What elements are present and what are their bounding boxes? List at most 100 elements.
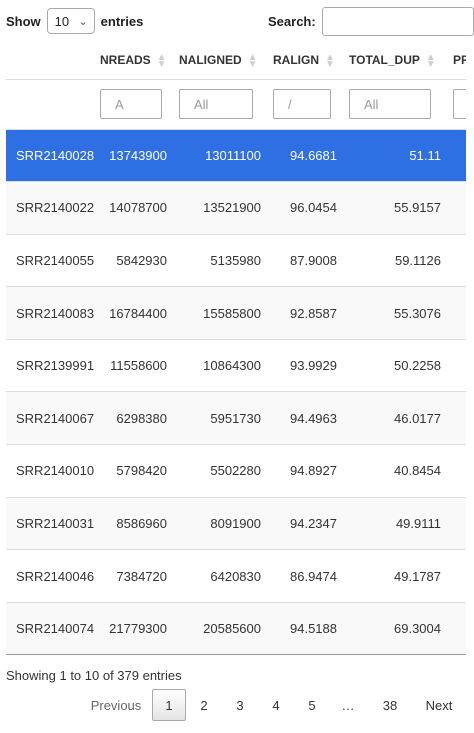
cell-naligned: 13011100	[173, 128, 267, 182]
cell-total-dup: 55.9157	[343, 181, 447, 235]
table-info: Showing 1 to 10 of 379 entries	[6, 668, 182, 683]
data-table: NREADS ▲ ▼ NALIGNED ▲ ▼ RALIGN ▲ ▼ TOTAL_DUP ▲ ▼…	[6, 42, 466, 656]
cell-ralign: 94.2347	[267, 496, 343, 550]
cell-total-dup: 69.3004	[343, 601, 447, 656]
cell-total-dup: 46.0177	[343, 391, 447, 445]
cell-nreads: 14078700	[94, 181, 173, 235]
data-table-container: NREADS ▲ ▼ NALIGNED ▲ ▼ RALIGN ▲ ▼ TOTAL_DUP ▲ ▼…	[6, 42, 466, 658]
sort-both-icon: ▲ ▼	[425, 51, 436, 70]
filter-input-naligned[interactable]: All	[179, 89, 253, 119]
search-input[interactable]	[321, 7, 474, 36]
page-button-5[interactable]: 5	[308, 697, 316, 713]
length-menu: Show 10 ⌄ entries	[6, 8, 143, 34]
cell-naligned: 5502280	[173, 444, 267, 498]
cell-sample: SRR2140046	[6, 549, 94, 603]
pagination: Previous 1 2 3 4 5 … 38 Next	[80, 689, 464, 721]
cell-naligned: 5135980	[173, 233, 267, 287]
filter-input-ralign[interactable]: /	[273, 89, 331, 119]
cell-naligned: 5951730	[173, 391, 267, 445]
search-box: Search:	[268, 7, 474, 36]
cell-ralign: 94.6681	[267, 128, 343, 182]
cell-sample: SRR2140083	[6, 286, 94, 340]
sort-both-icon: ▲ ▼	[156, 51, 167, 70]
page-button-last[interactable]: 38	[382, 697, 398, 713]
table-controls: Show 10 ⌄ entries Search:	[0, 0, 474, 42]
table-row[interactable]: SRR2140022 14078700 13521900 96.0454 55.9157…	[6, 181, 466, 235]
column-header-sample[interactable]	[6, 42, 94, 80]
column-header-total-dup[interactable]: TOTAL_DUP ▲ ▼	[343, 42, 447, 80]
cell-nreads: 5842930	[94, 233, 173, 287]
table-row[interactable]: SRR2140074 21779300 20585600 94.5188 69.3004…	[6, 601, 466, 656]
cell-pr: 0.	[447, 128, 466, 182]
cell-nreads: 21779300	[94, 601, 173, 656]
cell-ralign: 92.8587	[267, 286, 343, 340]
cell-total-dup: 49.9111	[343, 496, 447, 550]
table-row[interactable]: SRR2140083 16784400 15585800 92.8587 55.3076…	[6, 286, 466, 340]
cell-total-dup: 59.1126	[343, 233, 447, 287]
cell-total-dup: 50.2258	[343, 338, 447, 392]
filter-input-total-dup[interactable]: All	[349, 89, 431, 119]
cell-naligned: 8091900	[173, 496, 267, 550]
column-header-ralign[interactable]: RALIGN ▲ ▼	[267, 42, 343, 80]
table-row[interactable]: SRR2139991 11558600 10864300 93.9929 50.2258…	[6, 338, 466, 392]
column-header-naligned[interactable]: NALIGNED ▲ ▼	[173, 42, 267, 80]
cell-pr: 0.	[447, 233, 466, 287]
cell-nreads: 6298380	[94, 391, 173, 445]
length-prefix: Show	[6, 13, 41, 29]
cell-naligned: 10864300	[173, 338, 267, 392]
cell-ralign: 93.9929	[267, 338, 343, 392]
cell-naligned: 6420830	[173, 549, 267, 603]
cell-nreads: 13743900	[94, 128, 173, 182]
filter-input-nreads[interactable]: A	[100, 89, 162, 119]
pagination-ellipsis: …	[341, 697, 355, 713]
cell-ralign: 86.9474	[267, 549, 343, 603]
cell-naligned: 13521900	[173, 181, 267, 235]
cell-ralign: 87.9008	[267, 233, 343, 287]
cell-pr: 0.	[447, 549, 466, 603]
cell-nreads: 5798420	[94, 444, 173, 498]
filter-input-pr[interactable]: A	[453, 89, 466, 119]
cell-sample: SRR2139991	[6, 338, 94, 392]
entries-select[interactable]: 10 ⌄	[46, 8, 95, 34]
cell-sample: SRR2140074	[6, 601, 94, 656]
cell-pr: 0.	[447, 496, 466, 550]
table-body: SRR2140028137439001301110094.668151.110.…	[6, 128, 466, 656]
cell-ralign: 94.4963	[267, 391, 343, 445]
cell-nreads: 11558600	[94, 338, 173, 392]
cell-pr: 0.	[447, 391, 466, 445]
filter-row: A All / All A	[6, 79, 466, 130]
cell-ralign: 94.5188	[267, 601, 343, 656]
cell-nreads: 16784400	[94, 286, 173, 340]
cell-nreads: 7384720	[94, 549, 173, 603]
next-page-button[interactable]: Next	[425, 697, 453, 713]
sort-both-icon: ▲ ▼	[247, 51, 258, 70]
previous-page-button[interactable]: Previous	[90, 697, 142, 713]
page-button-2[interactable]: 2	[200, 697, 208, 713]
entries-select-value: 10	[54, 13, 70, 29]
cell-pr: 0.	[447, 601, 466, 656]
cell-pr: 0.	[447, 444, 466, 498]
cell-sample: SRR2140031	[6, 496, 94, 550]
cell-sample: SRR2140067	[6, 391, 94, 445]
page-button-3[interactable]: 3	[236, 697, 244, 713]
cell-sample: SRR2140022	[6, 181, 94, 235]
cell-naligned: 20585600	[173, 601, 267, 656]
chevron-down-icon: ⌄	[78, 15, 88, 28]
column-header-nreads[interactable]: NREADS ▲ ▼	[94, 42, 173, 80]
page-button-4[interactable]: 4	[272, 697, 280, 713]
cell-pr: 0.0	[447, 181, 466, 235]
cell-nreads: 8586960	[94, 496, 173, 550]
column-header-pr[interactable]: PR	[447, 42, 466, 80]
search-label: Search:	[268, 14, 316, 29]
header-row: NREADS ▲ ▼ NALIGNED ▲ ▼ RALIGN ▲ ▼ TOTAL_DUP ▲ ▼…	[6, 42, 466, 80]
cell-sample: SRR2140028	[6, 128, 94, 182]
sort-both-icon: ▲ ▼	[325, 51, 335, 70]
page-button-1[interactable]: 1	[152, 689, 186, 721]
cell-ralign: 94.8927	[267, 444, 343, 498]
